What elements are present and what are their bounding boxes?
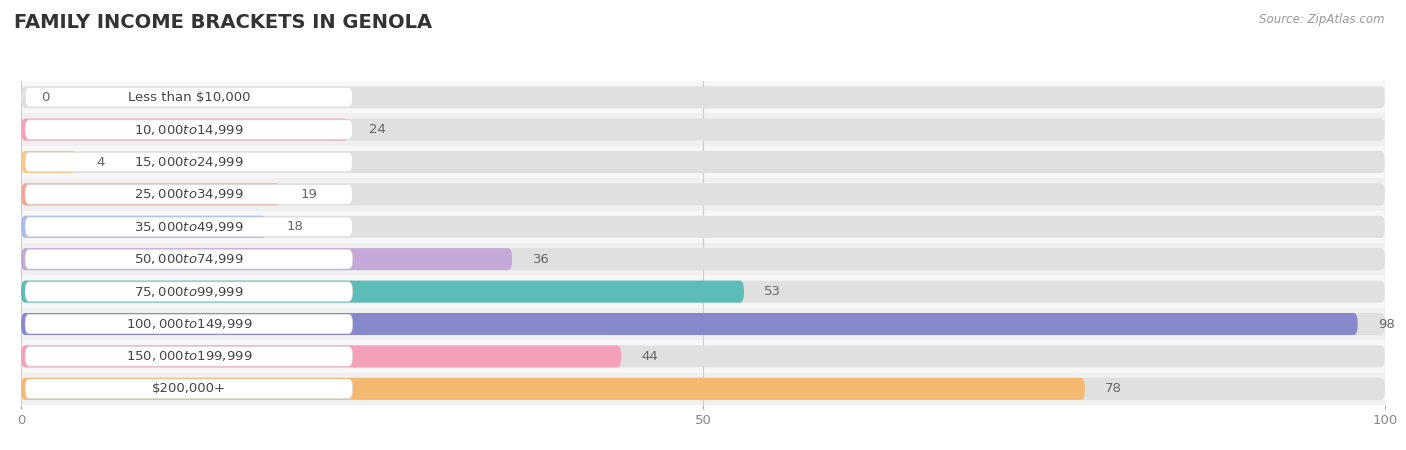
Bar: [21, 211, 1385, 243]
FancyBboxPatch shape: [21, 346, 621, 367]
Text: 24: 24: [368, 123, 385, 136]
Text: Source: ZipAtlas.com: Source: ZipAtlas.com: [1260, 14, 1385, 27]
FancyBboxPatch shape: [25, 217, 353, 237]
Text: $100,000 to $149,999: $100,000 to $149,999: [125, 317, 252, 331]
FancyBboxPatch shape: [25, 346, 353, 366]
Text: 78: 78: [1105, 382, 1122, 395]
FancyBboxPatch shape: [25, 87, 353, 107]
FancyBboxPatch shape: [21, 281, 1385, 302]
Text: 4: 4: [96, 156, 104, 168]
Bar: [21, 373, 1385, 405]
Bar: [21, 308, 1385, 340]
FancyBboxPatch shape: [25, 282, 353, 302]
FancyBboxPatch shape: [21, 216, 267, 238]
Bar: [21, 81, 1385, 113]
FancyBboxPatch shape: [21, 151, 1385, 173]
Text: $200,000+: $200,000+: [152, 382, 226, 395]
Text: $35,000 to $49,999: $35,000 to $49,999: [134, 220, 243, 234]
FancyBboxPatch shape: [21, 248, 1385, 270]
FancyBboxPatch shape: [25, 249, 353, 269]
FancyBboxPatch shape: [25, 120, 353, 140]
Text: 44: 44: [641, 350, 658, 363]
FancyBboxPatch shape: [21, 313, 1358, 335]
FancyBboxPatch shape: [21, 151, 76, 173]
FancyBboxPatch shape: [21, 216, 1385, 238]
FancyBboxPatch shape: [21, 119, 1385, 140]
Text: 53: 53: [765, 285, 782, 298]
Bar: [21, 113, 1385, 146]
Text: 36: 36: [533, 253, 550, 266]
FancyBboxPatch shape: [21, 313, 1385, 335]
Text: 0: 0: [42, 91, 51, 104]
Bar: [21, 146, 1385, 178]
FancyBboxPatch shape: [21, 184, 280, 205]
Text: $25,000 to $34,999: $25,000 to $34,999: [134, 187, 243, 202]
Bar: [21, 340, 1385, 373]
Text: $150,000 to $199,999: $150,000 to $199,999: [125, 349, 252, 364]
Text: $10,000 to $14,999: $10,000 to $14,999: [134, 122, 243, 137]
Text: 98: 98: [1378, 318, 1395, 330]
FancyBboxPatch shape: [21, 184, 1385, 205]
FancyBboxPatch shape: [21, 346, 1385, 367]
Text: 19: 19: [301, 188, 318, 201]
FancyBboxPatch shape: [21, 378, 1385, 400]
FancyBboxPatch shape: [21, 378, 1085, 400]
FancyBboxPatch shape: [21, 86, 1385, 108]
Text: 18: 18: [287, 220, 304, 233]
Text: $75,000 to $99,999: $75,000 to $99,999: [134, 284, 243, 299]
FancyBboxPatch shape: [25, 184, 353, 204]
Text: $50,000 to $74,999: $50,000 to $74,999: [134, 252, 243, 266]
FancyBboxPatch shape: [25, 314, 353, 334]
Bar: [21, 178, 1385, 211]
Bar: [21, 275, 1385, 308]
Text: FAMILY INCOME BRACKETS IN GENOLA: FAMILY INCOME BRACKETS IN GENOLA: [14, 14, 432, 32]
Bar: [21, 243, 1385, 275]
FancyBboxPatch shape: [21, 281, 744, 302]
FancyBboxPatch shape: [21, 248, 512, 270]
FancyBboxPatch shape: [21, 119, 349, 140]
FancyBboxPatch shape: [25, 379, 353, 399]
Text: Less than $10,000: Less than $10,000: [128, 91, 250, 104]
Text: $15,000 to $24,999: $15,000 to $24,999: [134, 155, 243, 169]
FancyBboxPatch shape: [25, 152, 353, 172]
